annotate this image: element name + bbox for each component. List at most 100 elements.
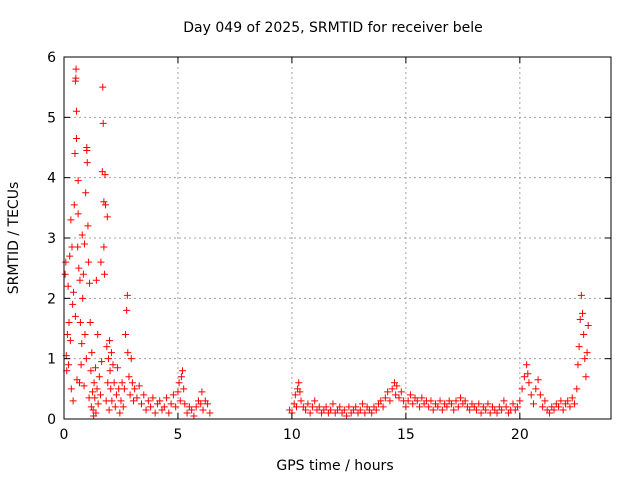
data-point — [498, 406, 506, 414]
data-point — [386, 397, 394, 405]
x-tick-label: 15 — [397, 427, 415, 443]
x-tick-label: 20 — [511, 427, 529, 443]
data-point — [204, 400, 212, 408]
data-point — [123, 291, 131, 299]
data-point — [156, 397, 164, 405]
data-point — [88, 349, 96, 357]
data-point — [101, 171, 109, 179]
data-point — [82, 355, 90, 363]
data-point — [103, 343, 111, 351]
data-point — [86, 279, 94, 287]
data-point — [87, 403, 95, 411]
data-point — [109, 361, 117, 369]
data-point — [123, 306, 131, 314]
data-points — [61, 65, 592, 420]
data-point — [88, 388, 96, 396]
data-point — [302, 406, 310, 414]
data-point — [190, 412, 198, 420]
data-point — [90, 379, 98, 387]
data-point — [104, 355, 112, 363]
data-point — [99, 119, 107, 127]
data-point — [427, 397, 435, 405]
data-point — [539, 403, 547, 411]
data-point — [292, 403, 300, 411]
data-point — [73, 134, 81, 142]
data-point — [409, 400, 417, 408]
data-point — [169, 391, 177, 399]
data-point — [130, 397, 138, 405]
data-point — [108, 397, 116, 405]
data-point — [67, 216, 75, 224]
x-tick-label: 10 — [283, 427, 301, 443]
data-point — [81, 240, 89, 248]
data-point — [83, 144, 91, 151]
data-point — [94, 400, 102, 408]
data-point — [308, 403, 316, 411]
data-point — [466, 406, 474, 414]
data-point — [92, 409, 100, 417]
data-point — [392, 391, 400, 399]
data-point — [192, 403, 200, 411]
data-point — [75, 379, 83, 387]
data-point — [502, 403, 510, 411]
data-point — [381, 394, 389, 402]
data-point — [581, 355, 589, 363]
data-point — [62, 258, 70, 266]
data-point — [514, 403, 522, 411]
data-point — [393, 382, 401, 390]
data-point — [580, 331, 588, 339]
data-point — [181, 400, 189, 408]
y-axis-label: SRMTID / TECUs — [6, 182, 22, 295]
data-point — [160, 403, 168, 411]
data-point — [84, 222, 92, 230]
data-point — [555, 403, 563, 411]
data-point — [73, 107, 81, 115]
data-point — [72, 74, 80, 82]
data-point — [583, 349, 591, 357]
data-point — [118, 379, 126, 387]
data-point — [96, 391, 104, 399]
data-point — [86, 318, 94, 326]
data-point — [557, 397, 565, 405]
data-point — [174, 388, 182, 396]
grid-lines — [64, 57, 611, 419]
data-point — [128, 379, 136, 387]
data-point — [473, 406, 481, 414]
data-point — [105, 406, 113, 414]
data-point — [566, 403, 574, 411]
data-point — [179, 367, 187, 375]
data-point — [377, 397, 385, 405]
data-point — [434, 403, 442, 411]
data-point — [165, 409, 173, 417]
data-point — [452, 397, 460, 405]
data-point — [175, 379, 183, 387]
data-point — [188, 406, 196, 414]
data-point — [352, 403, 360, 411]
data-point — [172, 403, 180, 411]
data-point — [345, 403, 353, 411]
data-point — [340, 406, 348, 414]
data-point — [486, 409, 494, 417]
data-point — [541, 397, 549, 405]
data-point — [79, 294, 87, 302]
data-point — [436, 397, 444, 405]
data-point — [550, 406, 558, 414]
data-point — [206, 409, 214, 417]
data-point — [315, 403, 323, 411]
data-point — [199, 406, 207, 414]
data-point — [94, 331, 102, 339]
data-point — [545, 409, 553, 417]
data-point — [454, 403, 462, 411]
data-point — [573, 385, 581, 393]
data-point — [402, 403, 410, 411]
data-point — [527, 391, 535, 399]
data-point — [384, 388, 392, 396]
data-point — [127, 355, 135, 363]
data-point — [107, 349, 115, 357]
data-point — [516, 397, 524, 405]
data-point — [500, 397, 508, 405]
data-point — [78, 231, 86, 239]
data-point — [119, 403, 127, 411]
data-point — [151, 409, 159, 417]
